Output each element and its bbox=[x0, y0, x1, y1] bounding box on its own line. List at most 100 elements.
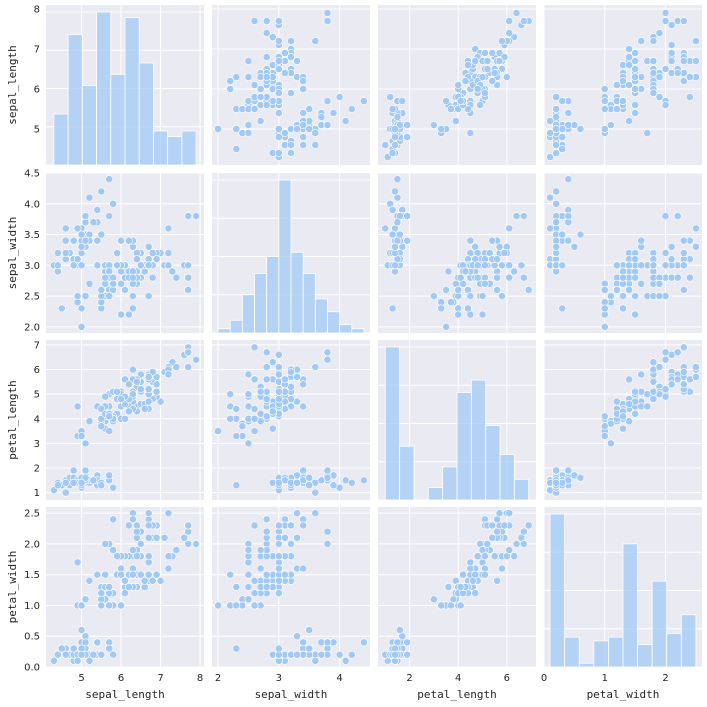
scatter-point bbox=[552, 466, 561, 475]
scatter-point bbox=[57, 644, 66, 653]
scatter-point bbox=[256, 117, 265, 125]
scatter-point bbox=[600, 432, 609, 440]
scatter-point bbox=[61, 236, 70, 245]
scatter-point bbox=[180, 533, 189, 542]
scatter-point bbox=[381, 141, 390, 149]
scatter-point bbox=[77, 242, 86, 251]
scatter-point bbox=[117, 310, 125, 319]
scatter-point bbox=[552, 113, 561, 121]
scatter-point bbox=[244, 121, 253, 129]
scatter-point bbox=[192, 355, 200, 364]
scatter-point bbox=[625, 53, 633, 61]
scatter-point bbox=[105, 471, 114, 480]
scatter-point bbox=[125, 521, 133, 530]
scatter-point bbox=[649, 377, 658, 386]
scatter-point bbox=[268, 358, 277, 367]
x-tick-label: 1 bbox=[602, 673, 608, 684]
scatter-point bbox=[466, 292, 475, 300]
scatter-point bbox=[403, 236, 412, 245]
scatter-point bbox=[483, 65, 492, 73]
scatter-point bbox=[73, 224, 82, 233]
scatter-point bbox=[311, 488, 320, 497]
y-axis-label-petal_width: petal_width bbox=[6, 551, 19, 624]
scatter-point bbox=[274, 17, 283, 25]
histogram-bar bbox=[327, 311, 341, 334]
scatter-point bbox=[546, 224, 554, 233]
histogram-bar bbox=[138, 62, 154, 166]
y-tick-label: 0.5 bbox=[24, 632, 40, 643]
histogram-bar bbox=[217, 328, 231, 334]
histogram-bar bbox=[513, 478, 530, 501]
scatter-point bbox=[498, 292, 506, 300]
scatter-point bbox=[85, 656, 94, 665]
scatter-point bbox=[287, 149, 295, 157]
panel-sepal_length-vs-petal_width bbox=[543, 5, 702, 165]
histogram-bar bbox=[593, 640, 609, 668]
scatter-point bbox=[250, 414, 259, 423]
scatter-point bbox=[488, 521, 497, 530]
scatter-point bbox=[488, 49, 497, 57]
scatter-point bbox=[679, 17, 688, 25]
scatter-point bbox=[661, 65, 670, 73]
scatter-point bbox=[299, 133, 308, 141]
histogram-bar bbox=[637, 644, 653, 668]
scatter-point bbox=[105, 412, 114, 421]
scatter-point bbox=[132, 377, 141, 386]
scatter-point bbox=[53, 261, 62, 270]
scatter-point bbox=[403, 133, 412, 141]
scatter-point bbox=[552, 93, 561, 101]
scatter-point bbox=[564, 121, 573, 129]
scatter-point bbox=[121, 576, 129, 585]
scatter-point bbox=[77, 432, 86, 440]
scatter-point bbox=[649, 69, 658, 77]
panel-sepal_length-vs-petal_length bbox=[378, 5, 536, 165]
scatter-point bbox=[172, 546, 181, 554]
histogram-bar bbox=[241, 294, 255, 334]
scatter-point bbox=[667, 380, 676, 389]
scatter-point bbox=[398, 97, 407, 105]
scatter-point bbox=[500, 521, 509, 530]
scatter-point bbox=[643, 129, 652, 137]
scatter-point bbox=[323, 638, 332, 647]
panel-sepal_length-vs-sepal_width bbox=[212, 5, 370, 165]
scatter-point bbox=[317, 650, 326, 659]
scatter-point bbox=[73, 292, 82, 300]
scatter-point bbox=[299, 402, 308, 411]
scatter-point bbox=[226, 570, 235, 579]
scatter-point bbox=[625, 45, 633, 53]
scatter-point bbox=[576, 473, 585, 482]
scatter-point bbox=[631, 292, 640, 300]
scatter-point bbox=[105, 212, 114, 220]
scatter-point bbox=[655, 73, 664, 81]
scatter-point bbox=[184, 521, 193, 530]
scatter-point bbox=[262, 101, 271, 109]
y-tick-label: 2 bbox=[34, 464, 40, 475]
scatter-point bbox=[619, 97, 627, 105]
scatter-point bbox=[105, 601, 114, 610]
scatter-point bbox=[299, 85, 308, 93]
scatter-point bbox=[77, 601, 86, 610]
scatter-point bbox=[262, 17, 271, 25]
scatter-point bbox=[109, 650, 118, 659]
scatter-point bbox=[637, 37, 646, 45]
scatter-point bbox=[661, 17, 670, 25]
scatter-point bbox=[667, 21, 676, 29]
scatter-point bbox=[97, 601, 106, 610]
scatter-point bbox=[564, 109, 573, 117]
y-tick-label: 7 bbox=[34, 340, 40, 351]
scatter-point bbox=[85, 279, 94, 288]
scatter-point bbox=[73, 558, 82, 567]
scatter-point bbox=[631, 273, 640, 282]
scatter-point bbox=[667, 41, 676, 49]
panel-petal_width-vs-sepal_length bbox=[46, 507, 204, 668]
scatter-point bbox=[305, 105, 314, 113]
scatter-point bbox=[552, 199, 561, 208]
scatter-point bbox=[447, 105, 455, 113]
scatter-point bbox=[661, 385, 670, 394]
scatter-point bbox=[69, 644, 78, 653]
scatter-point bbox=[495, 57, 504, 65]
scatter-point bbox=[403, 212, 412, 220]
scatter-point bbox=[132, 255, 141, 264]
x-axis-label-petal_length: petal_length bbox=[417, 688, 496, 701]
scatter-point bbox=[546, 117, 554, 125]
